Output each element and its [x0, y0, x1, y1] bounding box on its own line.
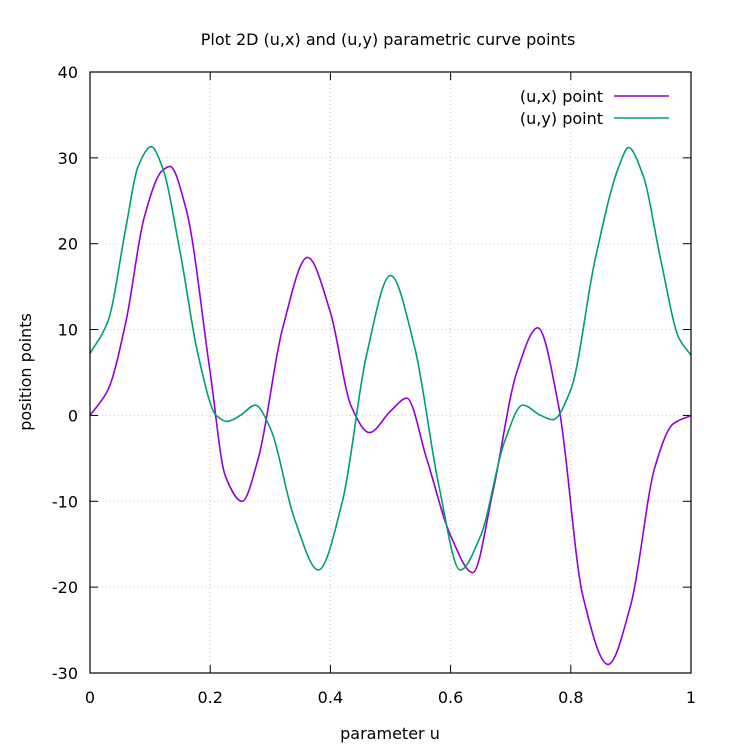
y-tick-label: -10: [52, 492, 78, 511]
y-tick-label: 40: [58, 63, 78, 82]
y-tick-label: 10: [58, 321, 78, 340]
y-axis-label: position points: [16, 313, 35, 431]
plot-frame: [89, 71, 692, 674]
y-tick-label: -20: [52, 578, 78, 597]
x-tick-label: 1: [686, 688, 696, 707]
axis-ticks: [89, 71, 692, 674]
grid-lines: [90, 72, 691, 673]
y-tick-label: 20: [58, 235, 78, 254]
x-tick-label: 0.4: [318, 688, 343, 707]
x-tick-label: 0.6: [438, 688, 463, 707]
chart-title: Plot 2D (u,x) and (u,y) parametric curve…: [201, 30, 576, 49]
legend: (u,x) point (u,y) point: [520, 87, 669, 128]
legend-label: (u,y) point: [520, 109, 603, 128]
x-tick-labels: 0 0.2 0.4 0.6 0.8 1: [85, 688, 696, 707]
y-tick-label: 0: [68, 406, 78, 425]
y-tick-label: 30: [58, 149, 78, 168]
legend-label: (u,x) point: [520, 87, 603, 106]
series-line-ux: [89, 165, 692, 666]
series-line-uy: [89, 145, 692, 571]
series-lines: [89, 145, 692, 666]
x-axis-label: parameter u: [340, 724, 440, 743]
x-tick-label: 0: [85, 688, 95, 707]
y-tick-label: -30: [52, 664, 78, 683]
y-tick-labels: -30 -20 -10 0 10 20 30 40: [52, 63, 78, 683]
x-tick-label: 0.8: [558, 688, 583, 707]
x-tick-label: 0.2: [197, 688, 222, 707]
